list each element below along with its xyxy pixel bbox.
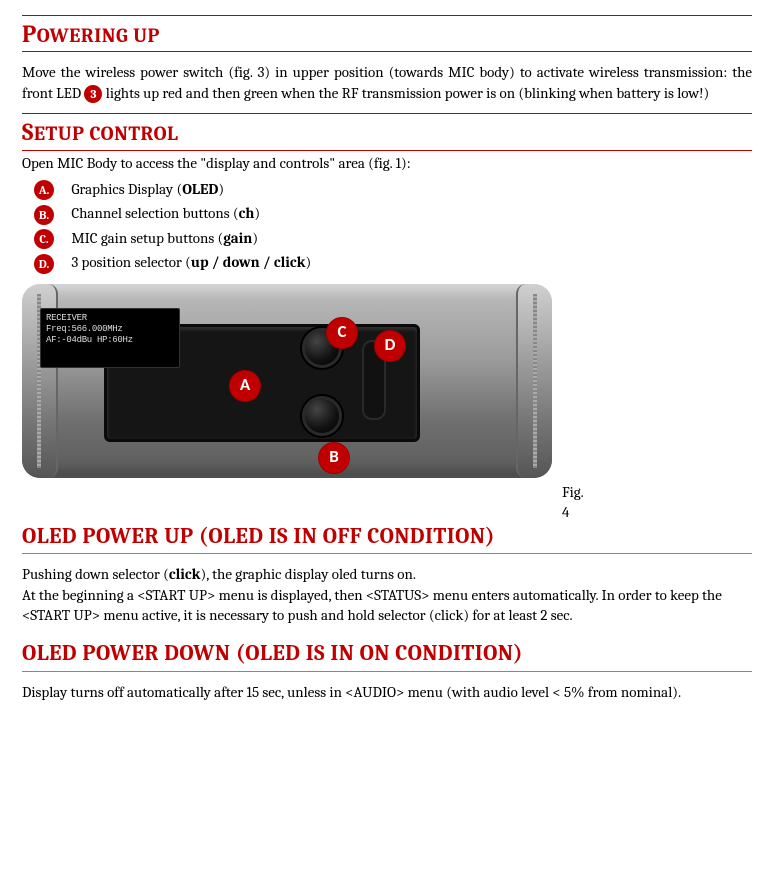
callout-b: B <box>318 442 350 474</box>
legend-bold-a: OLED <box>182 180 218 198</box>
oled-up-t1: Pushing down selector ( <box>22 565 169 583</box>
callout-d: D <box>374 330 406 362</box>
legend-text-a2: ) <box>218 180 224 198</box>
rule <box>22 51 752 52</box>
oled-up-t3: At the beginning a <START UP> menu is di… <box>22 586 722 624</box>
legend-text-c1: MIC gain setup buttons ( <box>71 229 223 247</box>
oled-down-paragraph: Display turns off automatically after 15… <box>22 682 752 702</box>
legend-item-a: A. Graphics Display (OLED) <box>34 179 752 201</box>
led-badge-3: 3 <box>84 85 102 103</box>
setup-legend-list: A. Graphics Display (OLED) B. Channel se… <box>34 179 752 274</box>
callout-c: C <box>326 317 358 349</box>
legend-badge-d: D. <box>34 254 54 274</box>
powering-paragraph: Move the wireless power switch (fig. 3) … <box>22 62 752 103</box>
legend-badge-b: B. <box>34 205 54 225</box>
callout-a: A <box>229 370 261 402</box>
legend-bold-d: up / down / click <box>191 253 306 271</box>
heading-powering-rest: OWERING UP <box>37 24 160 47</box>
oled-up-paragraph: Pushing down selector (click), the graph… <box>22 564 752 625</box>
legend-bold-b: ch <box>239 204 255 222</box>
heading-oled-down: OLED POWER DOWN (OLED IS IN ON CONDITION… <box>22 639 752 669</box>
legend-bold-c: gain <box>223 229 252 247</box>
rule <box>22 671 752 672</box>
legend-badge-c: C. <box>34 229 54 249</box>
figure-caption: Fig. 4 <box>562 482 583 523</box>
endcap-right <box>516 284 552 478</box>
rule <box>22 150 752 151</box>
legend-item-d: D. 3 position selector (up / down / clic… <box>34 252 752 274</box>
legend-text-b1: Channel selection buttons ( <box>71 204 238 222</box>
powering-text-b: lights up red and then green when the RF… <box>102 84 709 102</box>
legend-item-b: B. Channel selection buttons (ch) <box>34 203 752 225</box>
setup-intro: Open MIC Body to access the "display and… <box>22 153 752 173</box>
legend-text-c2: ) <box>252 229 258 247</box>
heading-powering: POWERING UP <box>22 18 752 50</box>
heading-setup: SETUP CONTROL <box>22 116 752 148</box>
legend-text-b2: ) <box>254 204 260 222</box>
figure-4: RECEIVER Freq:566.000MHz AF:-04dBu HP:60… <box>22 284 582 478</box>
oled-up-t2: ), the graphic display oled turns on. <box>201 565 416 583</box>
heading-setup-initial: S <box>22 118 34 146</box>
legend-text-d1: 3 position selector ( <box>71 253 191 271</box>
heading-setup-rest: ETUP CONTROL <box>34 122 179 145</box>
rule <box>22 113 752 114</box>
legend-item-c: C. MIC gain setup buttons (gain) <box>34 228 752 250</box>
rule <box>22 553 752 554</box>
legend-text-a1: Graphics Display ( <box>71 180 182 198</box>
ch-button <box>302 396 342 436</box>
oled-screen: RECEIVER Freq:566.000MHz AF:-04dBu HP:60… <box>40 308 180 368</box>
heading-powering-initial: P <box>22 20 37 48</box>
legend-text-d2: ) <box>306 253 312 271</box>
oled-up-bold: click <box>169 565 201 583</box>
heading-oled-up: OLED POWER UP (OLED IS IN OFF CONDITION) <box>22 522 752 552</box>
device-body: RECEIVER Freq:566.000MHz AF:-04dBu HP:60… <box>22 284 552 478</box>
rule-top <box>22 15 752 16</box>
legend-badge-a: A. <box>34 180 54 200</box>
